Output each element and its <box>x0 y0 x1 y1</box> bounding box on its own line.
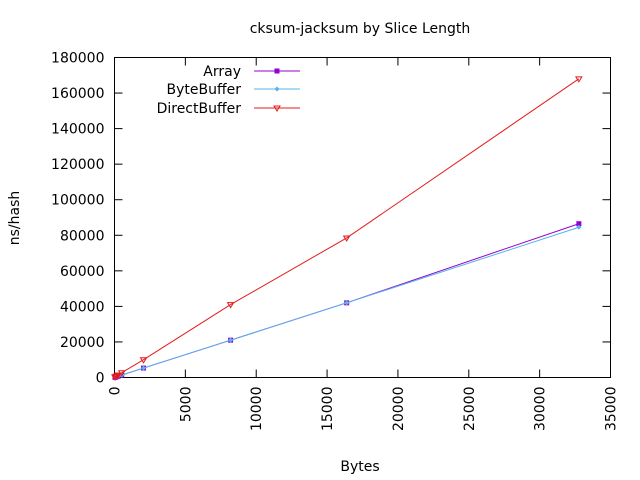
y-tick-label: 100000 <box>51 193 104 209</box>
data-point <box>228 337 234 343</box>
data-point <box>344 300 350 306</box>
legend-label: Array <box>203 64 241 80</box>
legend: Array ByteBuffer DirectBuffer <box>157 64 300 117</box>
legend-label: DirectBuffer <box>157 101 242 117</box>
x-tick-label: 15000 <box>320 387 336 432</box>
x-tick-label: 25000 <box>462 387 478 432</box>
y-tick-label: 0 <box>96 371 105 387</box>
data-point <box>273 105 281 112</box>
y-tick-label: 40000 <box>60 299 105 315</box>
x-tick-label: 30000 <box>533 387 549 432</box>
data-point <box>117 370 126 377</box>
series-bytebuffer <box>112 224 582 380</box>
data-point <box>342 235 351 242</box>
x-axis-title: Bytes <box>340 459 379 475</box>
data-point <box>574 76 583 83</box>
y-axis-title: ns/hash <box>7 191 23 246</box>
x-tick-label: 5000 <box>178 387 194 423</box>
data-point <box>274 68 280 74</box>
plot-frame <box>114 57 611 378</box>
y-tick-label: 120000 <box>51 157 104 173</box>
series-layer <box>111 76 583 382</box>
y-tick-label: 60000 <box>60 264 105 280</box>
x-axis: 0 5000 10000 15000 20000 25000 30000 35000 <box>108 57 620 432</box>
series-line <box>114 78 580 378</box>
data-point <box>274 86 280 92</box>
y-tick-label: 160000 <box>51 86 104 102</box>
x-tick-label: 20000 <box>391 387 407 432</box>
data-point <box>114 372 123 379</box>
data-point <box>139 357 148 364</box>
data-point <box>576 224 582 230</box>
y-tick-label: 140000 <box>51 122 104 138</box>
data-point <box>226 302 235 309</box>
y-tick-label: 20000 <box>60 335 105 351</box>
y-tick-label: 80000 <box>60 228 105 244</box>
legend-label: ByteBuffer <box>167 82 242 98</box>
data-point <box>141 365 147 371</box>
x-tick-label: 35000 <box>604 387 620 432</box>
data-point <box>576 221 582 227</box>
x-tick-label: 10000 <box>249 387 265 432</box>
y-tick-label: 180000 <box>51 51 104 67</box>
x-tick-label: 0 <box>108 387 124 396</box>
chart-title: cksum-jacksum by Slice Length <box>250 21 471 37</box>
y-axis: 0 20000 40000 60000 80000 100000 120000 140000 1… <box>51 51 611 387</box>
series-directbuffer <box>111 76 583 382</box>
